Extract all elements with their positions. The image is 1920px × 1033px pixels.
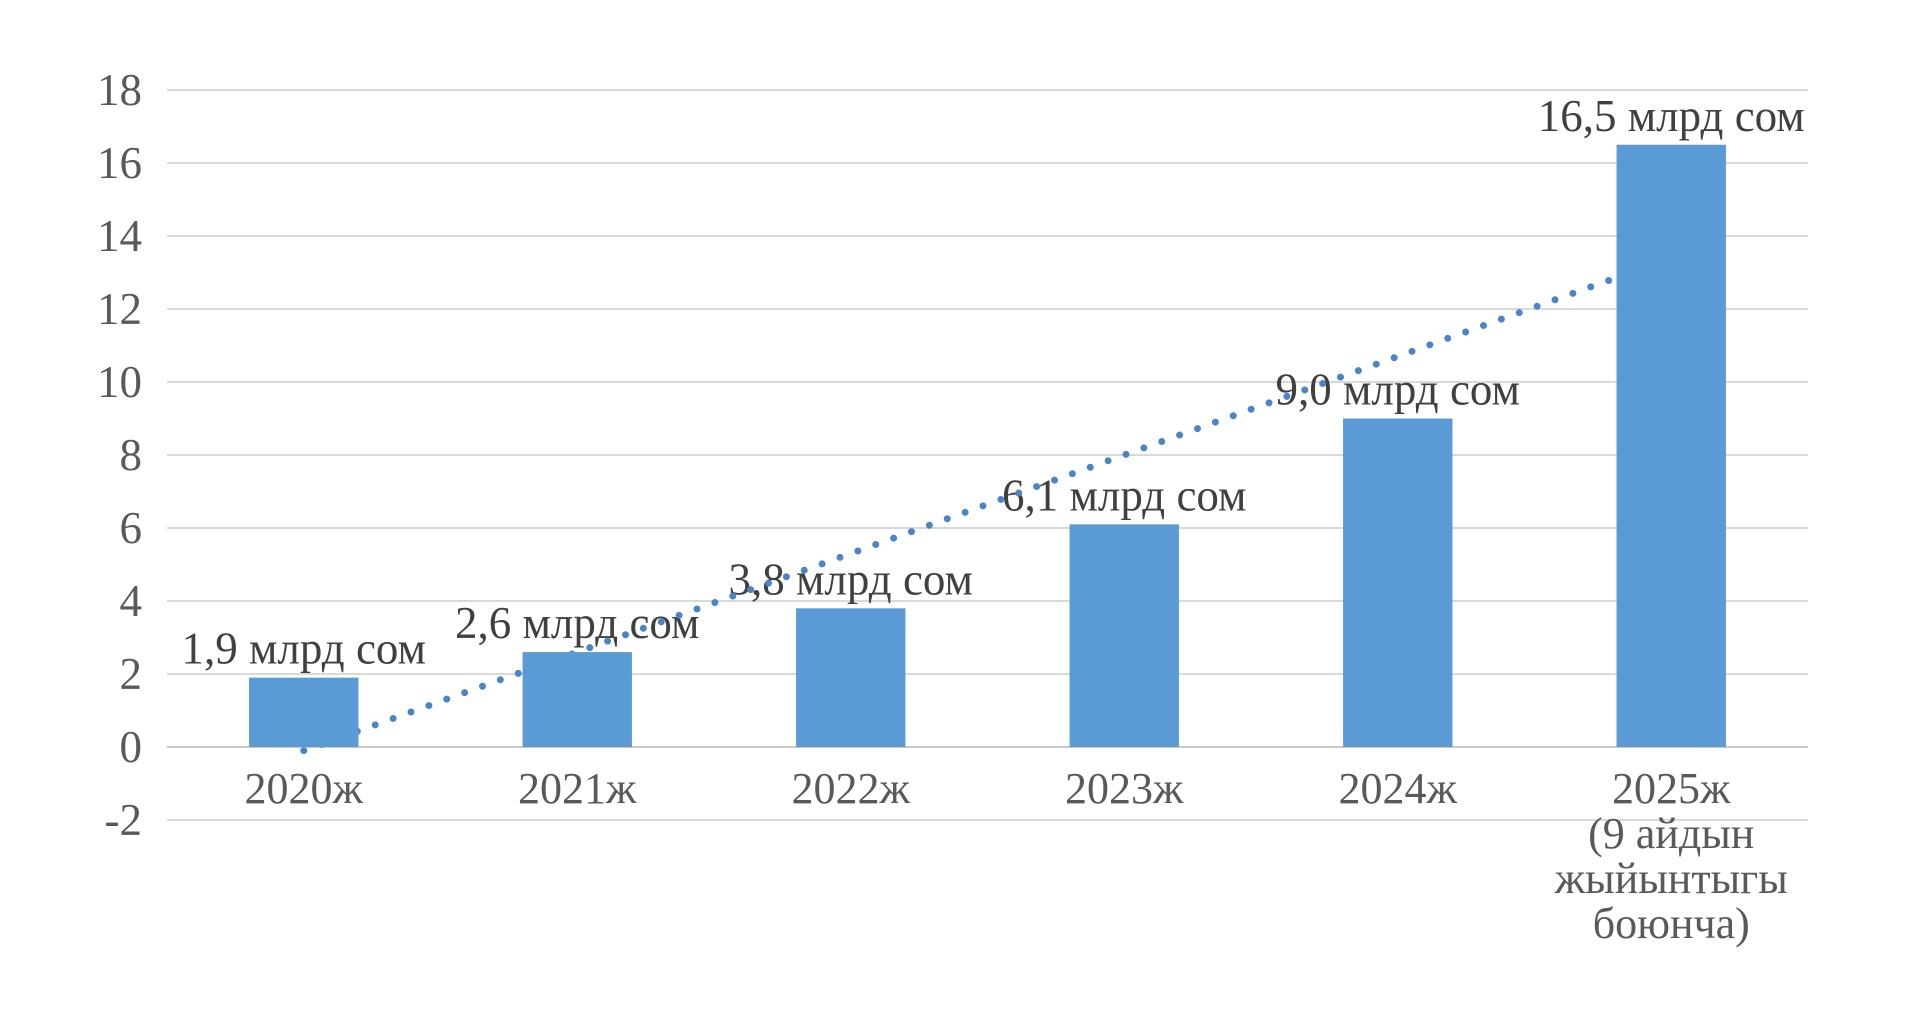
y-tick-label-4: 4 <box>120 576 143 626</box>
y-tick-label-14: 14 <box>97 211 142 261</box>
data-label-2022: 3,8 млрд сом <box>728 554 973 604</box>
bar-2023 <box>1069 524 1179 747</box>
bar-2020 <box>249 677 359 747</box>
y-tick-label-6: 6 <box>120 503 143 553</box>
x-axis-label-2025-line3: жыйынтыгы <box>1554 854 1788 903</box>
data-label-2023: 6,1 млрд сом <box>1002 470 1247 520</box>
x-axis-label-2021: 2021ж <box>518 764 637 813</box>
data-label-2020: 1,9 млрд сом <box>181 624 426 674</box>
bar-2022 <box>796 608 906 747</box>
bar-2025 <box>1616 144 1726 747</box>
y-tick-label-10: 10 <box>97 357 142 407</box>
x-axis-label-2025: 2025ж <box>1612 764 1731 813</box>
y-tick-label-2: 2 <box>120 649 143 699</box>
y-tick-label-16: 16 <box>97 138 142 188</box>
x-axis-label-2025-line4: боюнча) <box>1593 899 1750 948</box>
x-axis-label-2024: 2024ж <box>1339 764 1458 813</box>
y-tick-label-0: 0 <box>120 722 143 772</box>
x-axis-label-2023: 2023ж <box>1065 764 1184 813</box>
data-label-2024: 9,0 млрд сом <box>1275 365 1520 415</box>
y-tick-label-18: 18 <box>97 65 142 115</box>
y-tick-label--2: -2 <box>105 795 143 845</box>
y-tick-label-8: 8 <box>120 430 143 480</box>
x-axis-label-2020: 2020ж <box>245 764 364 813</box>
data-label-2025: 16,5 млрд сом <box>1538 91 1805 141</box>
x-axis-label-2022: 2022ж <box>792 764 911 813</box>
x-axis-label-2025-line2: (9 айдын <box>1588 809 1754 858</box>
bar-2021 <box>522 652 632 747</box>
bar-2024 <box>1343 418 1453 747</box>
y-tick-label-12: 12 <box>97 284 142 334</box>
